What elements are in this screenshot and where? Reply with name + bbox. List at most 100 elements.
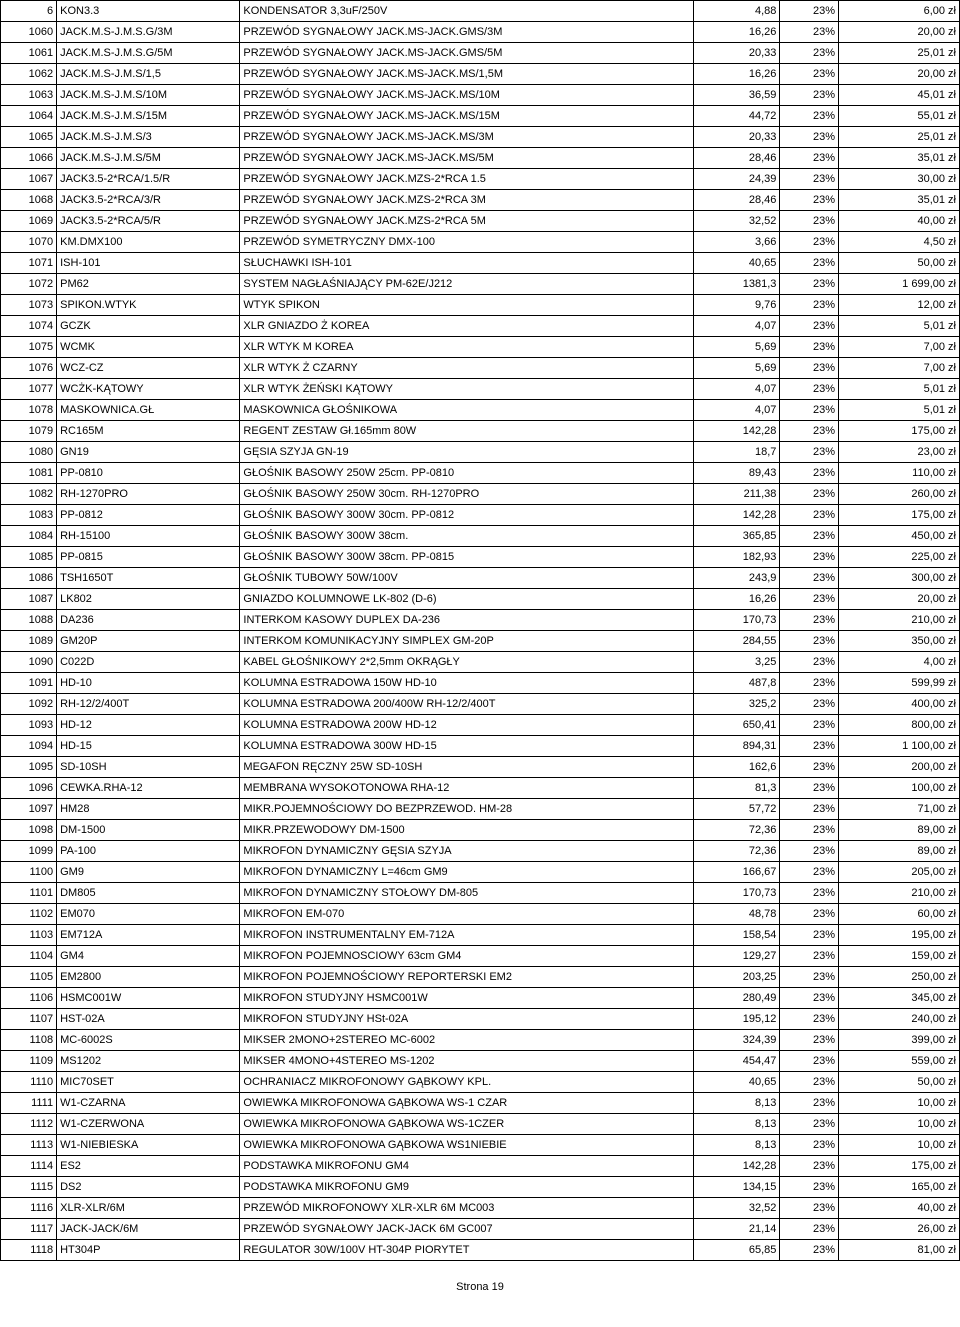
cell-index: 1117 [1, 1219, 57, 1240]
cell-index: 1062 [1, 64, 57, 85]
table-row: 1074GCZKXLR GNIAZDO Ż KOREA4,0723%5,01 z… [1, 316, 960, 337]
cell-description: SYSTEM NAGŁAŚNIAJĄCY PM-62E/J212 [240, 274, 694, 295]
price-table: 6KON3.3KONDENSATOR 3,3uF/250V4,8823%6,00… [0, 0, 960, 1261]
cell-net-price: 325,2 [694, 694, 780, 715]
cell-code: GN19 [57, 442, 240, 463]
cell-index: 1111 [1, 1093, 57, 1114]
table-row: 1060JACK.M.S-J.M.S.G/3MPRZEWÓD SYGNAŁOWY… [1, 22, 960, 43]
cell-gross-price: 1 699,00 zł [839, 274, 960, 295]
cell-net-price: 21,14 [694, 1219, 780, 1240]
cell-net-price: 166,67 [694, 862, 780, 883]
cell-vat: 23% [780, 988, 839, 1009]
cell-code: MASKOWNICA.GŁ [57, 400, 240, 421]
cell-gross-price: 225,00 zł [839, 547, 960, 568]
table-row: 1070KM.DMX100PRZEWÓD SYMETRYCZNY DMX-100… [1, 232, 960, 253]
cell-code: KON3.3 [57, 1, 240, 22]
cell-index: 1071 [1, 253, 57, 274]
cell-vat: 23% [780, 757, 839, 778]
cell-vat: 23% [780, 1114, 839, 1135]
cell-gross-price: 55,01 zł [839, 106, 960, 127]
cell-vat: 23% [780, 1009, 839, 1030]
cell-gross-price: 45,01 zł [839, 85, 960, 106]
cell-net-price: 40,65 [694, 253, 780, 274]
table-row: 1106HSMC001WMIKROFON STUDYJNY HSMC001W28… [1, 988, 960, 1009]
cell-index: 1097 [1, 799, 57, 820]
cell-vat: 23% [780, 22, 839, 43]
table-row: 1115DS2PODSTAWKA MIKROFONU GM9134,1523%1… [1, 1177, 960, 1198]
cell-description: MIKROFON POJEMNOSCIOWY 63cm GM4 [240, 946, 694, 967]
cell-vat: 23% [780, 463, 839, 484]
cell-net-price: 142,28 [694, 1156, 780, 1177]
cell-description: PRZEWÓD SYGNAŁOWY JACK.MS-JACK.MS/5M [240, 148, 694, 169]
cell-vat: 23% [780, 1051, 839, 1072]
cell-description: MEMBRANA WYSOKOTONOWA RHA-12 [240, 778, 694, 799]
cell-index: 1087 [1, 589, 57, 610]
cell-code: CEWKA.RHA-12 [57, 778, 240, 799]
cell-code: JACK.M.S-J.M.S/5M [57, 148, 240, 169]
cell-net-price: 1381,3 [694, 274, 780, 295]
cell-index: 1084 [1, 526, 57, 547]
cell-code: DA236 [57, 610, 240, 631]
cell-net-price: 72,36 [694, 841, 780, 862]
cell-description: GĘSIA SZYJA GN-19 [240, 442, 694, 463]
cell-gross-price: 60,00 zł [839, 904, 960, 925]
cell-gross-price: 599,99 zł [839, 673, 960, 694]
cell-vat: 23% [780, 1198, 839, 1219]
cell-vat: 23% [780, 106, 839, 127]
cell-code: JACK.M.S-J.M.S/15M [57, 106, 240, 127]
cell-vat: 23% [780, 148, 839, 169]
cell-code: ES2 [57, 1156, 240, 1177]
cell-description: SŁUCHAWKI ISH-101 [240, 253, 694, 274]
table-row: 1078MASKOWNICA.GŁMASKOWNICA GŁOŚNIKOWA4,… [1, 400, 960, 421]
cell-vat: 23% [780, 589, 839, 610]
cell-code: JACK3.5-2*RCA/3/R [57, 190, 240, 211]
cell-code: MC-6002S [57, 1030, 240, 1051]
cell-vat: 23% [780, 211, 839, 232]
cell-vat: 23% [780, 967, 839, 988]
cell-net-price: 280,49 [694, 988, 780, 1009]
table-row: 1117JACK-JACK/6MPRZEWÓD SYGNAŁOWY JACK-J… [1, 1219, 960, 1240]
cell-description: MIKROFON DYNAMICZNY STOŁOWY DM-805 [240, 883, 694, 904]
cell-index: 1100 [1, 862, 57, 883]
cell-code: W1-NIEBIESKA [57, 1135, 240, 1156]
table-row: 1088DA236INTERKOM KASOWY DUPLEX DA-23617… [1, 610, 960, 631]
cell-code: RH-12/2/400T [57, 694, 240, 715]
table-row: 1100GM9MIKROFON DYNAMICZNY L=46cm GM9166… [1, 862, 960, 883]
cell-vat: 23% [780, 904, 839, 925]
cell-code: W1-CZERWONA [57, 1114, 240, 1135]
cell-description: GŁOŚNIK BASOWY 250W 25cm. PP-0810 [240, 463, 694, 484]
cell-vat: 23% [780, 85, 839, 106]
cell-net-price: 650,41 [694, 715, 780, 736]
cell-gross-price: 7,00 zł [839, 337, 960, 358]
cell-vat: 23% [780, 169, 839, 190]
cell-net-price: 894,31 [694, 736, 780, 757]
cell-code: HD-10 [57, 673, 240, 694]
cell-gross-price: 5,01 zł [839, 316, 960, 337]
cell-description: MIKSER 2MONO+2STEREO MC-6002 [240, 1030, 694, 1051]
cell-net-price: 24,39 [694, 169, 780, 190]
cell-code: MS1202 [57, 1051, 240, 1072]
cell-index: 1085 [1, 547, 57, 568]
cell-description: KOLUMNA ESTRADOWA 150W HD-10 [240, 673, 694, 694]
cell-index: 1110 [1, 1072, 57, 1093]
cell-index: 1072 [1, 274, 57, 295]
cell-gross-price: 100,00 zł [839, 778, 960, 799]
table-row: 1097HM28MIKR.POJEMNOŚCIOWY DO BEZPRZEWOD… [1, 799, 960, 820]
cell-description: OWIEWKA MIKROFONOWA GĄBKOWA WS-1CZER [240, 1114, 694, 1135]
cell-index: 1093 [1, 715, 57, 736]
cell-net-price: 8,13 [694, 1114, 780, 1135]
cell-index: 1063 [1, 85, 57, 106]
cell-net-price: 182,93 [694, 547, 780, 568]
cell-vat: 23% [780, 358, 839, 379]
cell-code: JACK.M.S-J.M.S.G/5M [57, 43, 240, 64]
cell-description: OCHRANIACZ MIKROFONOWY GĄBKOWY KPL. [240, 1072, 694, 1093]
cell-description: MIKROFON EM-070 [240, 904, 694, 925]
cell-index: 1105 [1, 967, 57, 988]
cell-code: MIC70SET [57, 1072, 240, 1093]
cell-description: PRZEWÓD SYGNAŁOWY JACK.MS-JACK.MS/10M [240, 85, 694, 106]
table-row: 1107HST-02AMIKROFON STUDYJNY HSt-02A195,… [1, 1009, 960, 1030]
cell-gross-price: 165,00 zł [839, 1177, 960, 1198]
table-row: 1068JACK3.5-2*RCA/3/RPRZEWÓD SYGNAŁOWY J… [1, 190, 960, 211]
cell-gross-price: 30,00 zł [839, 169, 960, 190]
cell-index: 1103 [1, 925, 57, 946]
